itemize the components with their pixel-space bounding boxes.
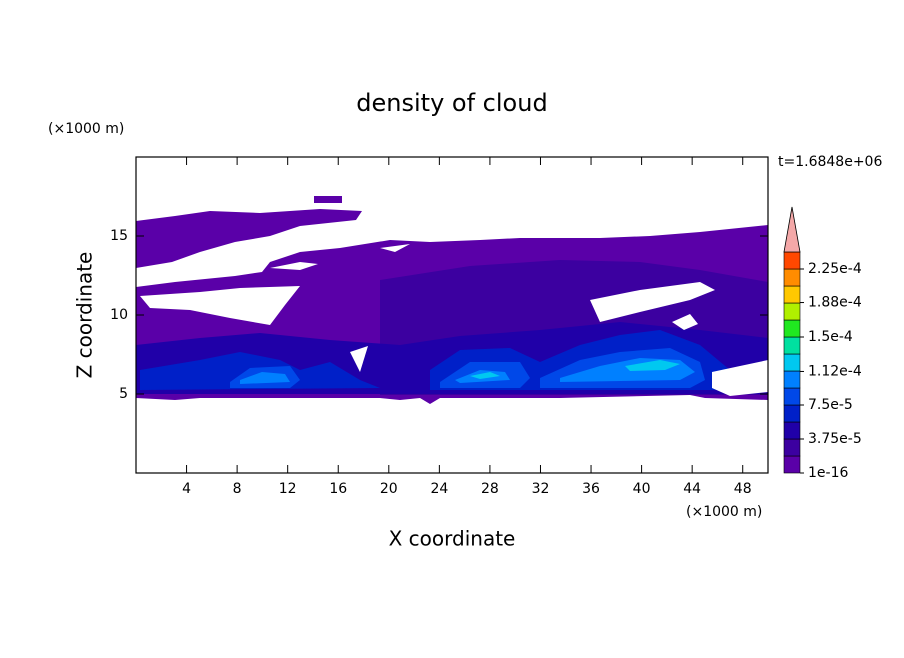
colorbar-tick-label: 7.5e-5	[808, 397, 853, 413]
x-axis-label: X coordinate	[389, 527, 516, 551]
colorbar-tick-label: 1.88e-4	[808, 295, 862, 311]
contour-gap	[350, 346, 368, 372]
contour-gap	[712, 360, 768, 396]
colorbar-box	[783, 404, 801, 423]
colorbar-tick-label: 2.25e-4	[808, 261, 862, 277]
colorbar-box	[783, 455, 801, 474]
x-tick-label: 40	[633, 481, 651, 497]
x-tick-label: 32	[532, 481, 550, 497]
x-tick-label: 12	[279, 481, 297, 497]
x-unit: (×1000 m)	[686, 504, 762, 520]
contour-region	[470, 372, 500, 379]
colorbar-tick-label: 3.75e-5	[808, 431, 862, 447]
colorbar-box	[783, 268, 801, 287]
contour-gap	[270, 262, 318, 270]
colorbar-box	[783, 319, 801, 338]
y-unit: (×1000 m)	[48, 121, 124, 137]
colorbar-box	[783, 438, 801, 457]
contour-region	[314, 196, 342, 203]
time-label: t=1.6848e+06	[778, 154, 882, 170]
colorbar-extension	[783, 206, 801, 253]
colorbar-box	[783, 421, 801, 440]
x-tick-label: 36	[582, 481, 600, 497]
y-tick-label: 10	[110, 307, 128, 323]
colorbar-box	[783, 302, 801, 321]
x-tick-label: 8	[233, 481, 242, 497]
contour-region	[625, 360, 680, 371]
chart-title: density of cloud	[356, 89, 547, 117]
x-tick-label: 24	[430, 481, 448, 497]
colorbar-tick-label: 1.5e-4	[808, 329, 853, 345]
colorbar-box	[783, 336, 801, 355]
y-tick-label: 5	[119, 386, 128, 402]
contour-region	[136, 209, 362, 268]
x-tick-label: 4	[182, 481, 191, 497]
contour-gap	[672, 314, 698, 330]
x-tick-label: 48	[734, 481, 752, 497]
colorbar-box	[783, 285, 801, 304]
colorbar-box	[783, 370, 801, 389]
y-axis-label: Z coordinate	[73, 252, 97, 379]
contour-gap	[590, 282, 715, 322]
contour-gap	[140, 286, 300, 325]
x-tick-label: 20	[380, 481, 398, 497]
colorbar-box	[783, 251, 801, 270]
contour-gap	[380, 244, 410, 252]
contour-region	[240, 372, 290, 384]
colorbar-box	[783, 387, 801, 406]
y-tick-label: 15	[110, 228, 128, 244]
colorbar-tick-label: 1e-16	[808, 465, 848, 481]
x-tick-label: 16	[329, 481, 347, 497]
colorbar-tick-label: 1.12e-4	[808, 363, 862, 379]
colorbar-box	[783, 353, 801, 372]
x-tick-label: 44	[683, 481, 701, 497]
x-tick-label: 28	[481, 481, 499, 497]
contour-field	[136, 196, 768, 404]
